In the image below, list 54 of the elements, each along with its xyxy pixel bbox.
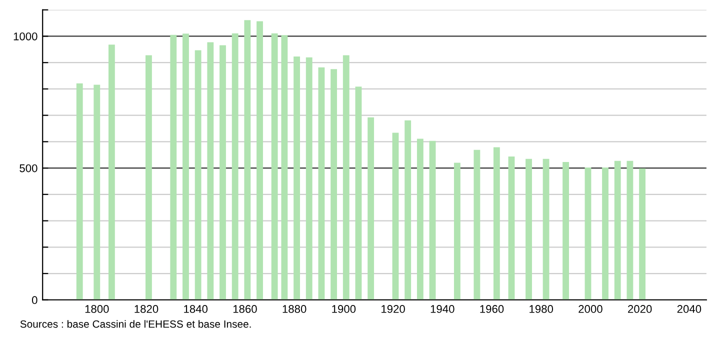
x-tick-label: 1980	[530, 305, 554, 313]
bar	[392, 132, 399, 300]
bar	[220, 45, 226, 300]
y-tick-label: 0	[32, 296, 38, 304]
bar	[342, 55, 350, 300]
x-tick-label: 1880	[282, 305, 306, 313]
bar	[526, 158, 532, 300]
bar	[355, 86, 362, 300]
bar	[614, 160, 621, 300]
x-tick-label: 1820	[134, 305, 158, 313]
bar	[281, 35, 288, 300]
x-tick-label: 1860	[233, 305, 257, 313]
bar	[368, 117, 374, 300]
bar	[294, 56, 300, 300]
bar	[232, 33, 238, 300]
y-tick-label: 500	[20, 164, 38, 172]
bar	[318, 67, 325, 300]
bar	[584, 168, 592, 300]
bar	[182, 34, 189, 300]
bar	[108, 44, 115, 300]
bar	[244, 20, 251, 300]
bar	[271, 33, 278, 300]
bar	[404, 120, 412, 300]
bar	[330, 69, 338, 300]
bar	[562, 162, 569, 300]
bar	[76, 83, 83, 300]
x-tick-label: 2040	[677, 305, 702, 313]
bar	[170, 34, 177, 300]
bar	[306, 57, 312, 300]
bar	[207, 42, 214, 300]
x-tick-label: 2020	[628, 305, 652, 313]
x-tick-label: 1840	[184, 305, 208, 313]
bar	[474, 150, 480, 300]
x-tick-label: 1960	[480, 305, 504, 313]
bar	[493, 147, 500, 300]
bar	[639, 168, 646, 300]
bar	[542, 158, 550, 300]
bar	[146, 55, 152, 300]
y-tick-label: 1000	[14, 32, 38, 40]
bar	[508, 156, 515, 300]
x-tick-label: 1900	[332, 305, 356, 313]
bar	[429, 140, 436, 300]
bar	[626, 160, 634, 300]
bar	[94, 84, 100, 300]
x-tick-label: 1800	[85, 305, 109, 313]
source-note: Sources : base Cassini de l'EHESS et base Insee.	[20, 320, 251, 328]
x-tick-label: 2000	[578, 305, 602, 313]
bar	[602, 168, 608, 300]
bar	[194, 50, 202, 300]
bar	[256, 21, 263, 300]
x-tick-label: 1940	[430, 305, 454, 313]
bar	[416, 138, 424, 300]
bar	[454, 162, 460, 300]
x-tick-label: 1920	[382, 305, 405, 313]
